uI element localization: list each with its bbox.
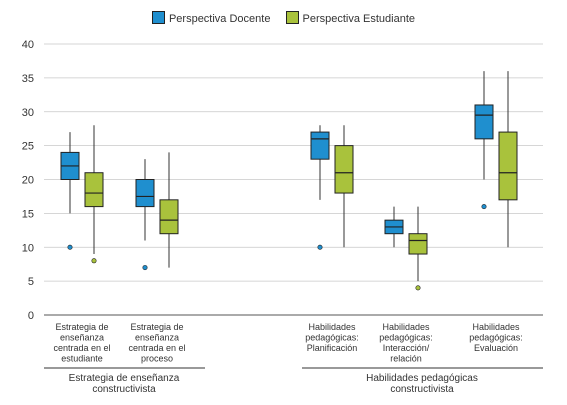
y-tick-label: 0 [28,310,34,322]
x-category-label: Estrategia de [130,322,183,332]
x-category-label: Evaluación [474,343,518,353]
box-estudiante [498,131,518,201]
x-category-label: Planificación [307,343,358,353]
x-category-label: Habilidades [472,322,520,332]
group-label: Habilidades pedagógicas [366,373,478,384]
x-category-label: estudiante [61,354,103,364]
x-category-label: Habilidades [308,322,356,332]
box-estudiante [84,172,104,208]
legend-swatch-docente [151,11,165,24]
x-category-label: pedagógicas: [469,333,523,343]
legend-item-estudiante: Perspectiva Estudiante [285,11,416,25]
box-estudiante [159,199,179,235]
y-tick-label: 40 [22,39,34,51]
y-tick-label: 35 [22,73,34,85]
x-category-label: pedagógicas: [379,333,433,343]
group-label: Estrategia de enseñanza [69,373,180,384]
y-tick-label: 20 [22,175,34,187]
box-docente [310,131,330,160]
legend-item-docente: Perspectiva Docente [151,11,271,25]
x-category-label: enseñanza [60,333,104,343]
legend-label-docente: Perspectiva Docente [168,13,271,25]
group-label: constructivista [390,384,454,395]
box-estudiante [334,145,354,194]
x-category-label: Estrategia de [55,322,108,332]
box-docente [135,179,155,208]
outlier-point [91,258,97,264]
outlier-point [317,244,323,250]
y-tick-label: 30 [22,107,34,119]
x-category-label: Interacción/ [383,343,430,353]
legend-label-estudiante: Perspectiva Estudiante [302,13,416,25]
box-docente [474,104,494,140]
x-category-label: relación [390,354,422,364]
x-category-label: pedagógicas: [305,333,359,343]
legend-swatch-estudiante [285,11,299,24]
x-category-label: centrada en el [128,343,185,353]
outlier-point [415,285,421,291]
y-tick-label: 5 [28,276,34,288]
outlier-point [142,265,148,271]
y-tick-label: 10 [22,242,34,254]
x-category-label: centrada en el [53,343,110,353]
x-category-label: enseñanza [135,333,179,343]
x-category-label: Habilidades [382,322,430,332]
outlier-point [481,204,487,210]
chart-legend: Perspectiva Docente Perspectiva Estudian… [0,11,567,25]
y-tick-label: 25 [22,141,34,153]
box-estudiante [408,233,428,255]
x-category-label: proceso [141,354,173,364]
y-tick-label: 15 [22,208,34,220]
outlier-point [67,244,73,250]
group-label: constructivista [92,384,156,395]
